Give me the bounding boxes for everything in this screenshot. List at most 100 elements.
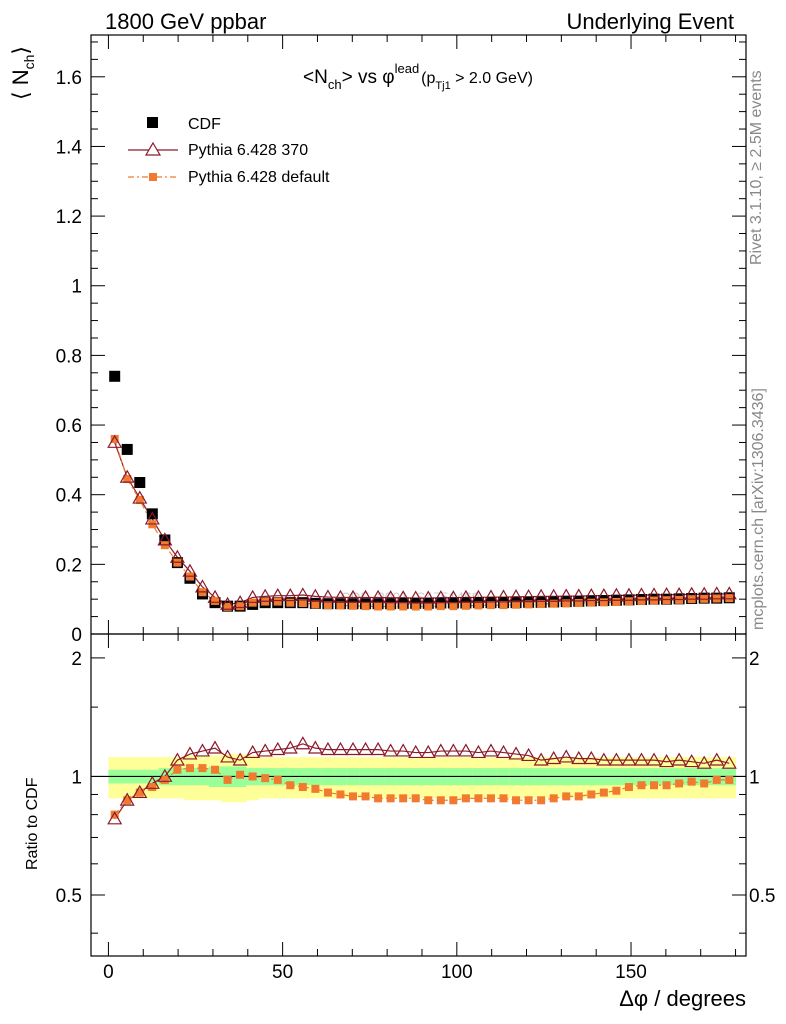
main-panel: 0 0.2 0.4 0.6 0.8 1 1.2 1.4 1.6 — [56, 34, 747, 956]
point-pythia-370 — [282, 587, 298, 602]
point-pythia-default — [424, 602, 433, 611]
ratio-point-pythia-default — [574, 792, 583, 801]
ratio-point-pythia-default — [286, 781, 295, 790]
ratio-point-pythia-default — [436, 796, 445, 805]
ratio-point-pythia-default — [411, 794, 420, 803]
ratio-point-pythia-default — [612, 786, 621, 795]
ratio-point-pythia-default — [461, 794, 470, 803]
ratio-point-pythia-370 — [194, 743, 211, 757]
point-cdf — [159, 534, 171, 546]
ratio-y-tick-label: 0.5 — [56, 886, 82, 907]
ratio-point-pythia-370 — [709, 752, 725, 766]
ratio-point-pythia-default — [637, 781, 646, 790]
point-pythia-370 — [345, 589, 361, 603]
ratio-point-pythia-default — [650, 781, 659, 790]
ratio-point-pythia-default — [599, 788, 608, 797]
point-pythia-370 — [709, 586, 725, 600]
ratio-point-pythia-default — [198, 764, 207, 773]
ratio-point-pythia-default — [135, 788, 144, 797]
ratio-point-pythia-370 — [546, 750, 562, 765]
ratio-point-pythia-370 — [245, 744, 261, 759]
ratio-point-pythia-370 — [207, 740, 223, 754]
plot-title: <Nch> vs φlead(pTj1 > 2.0 GeV) — [303, 61, 533, 92]
ratio-point-pythia-370 — [295, 736, 311, 750]
x-tick-label: 150 — [615, 962, 647, 983]
point-pythia-default — [135, 495, 144, 504]
legend-label-370: Pythia 6.428 370 — [188, 142, 308, 159]
ratio-point-pythia-370 — [596, 752, 612, 766]
ratio-point-pythia-default — [211, 765, 220, 774]
point-pythia-370 — [445, 590, 461, 604]
ratio-y-tick-label: 2 — [71, 649, 82, 670]
side-text-top: Rivet 3.1.10, ≥ 2.5M events — [748, 70, 765, 265]
point-pythia-370 — [571, 588, 587, 602]
ratio-point-pythia-default — [185, 764, 194, 773]
point-pythia-default — [512, 600, 521, 609]
point-pythia-370 — [696, 586, 712, 600]
ratio-point-pythia-default — [662, 781, 671, 790]
point-cdf — [134, 477, 146, 489]
point-cdf — [109, 370, 121, 382]
ratio-point-pythia-default — [474, 794, 483, 803]
ratio-point-pythia-default — [298, 783, 307, 792]
legend-marker-370 — [144, 141, 162, 156]
ratio-point-pythia-370 — [182, 746, 198, 760]
ratio-point-pythia-default — [361, 792, 370, 801]
y-tick-label: 1 — [71, 277, 82, 298]
point-cdf — [146, 508, 158, 520]
y-axis-label-ratio: Ratio to CDF — [24, 777, 41, 870]
point-pythia-370 — [320, 589, 336, 603]
legend-marker-default — [149, 173, 157, 181]
point-pythia-default — [524, 600, 533, 609]
ratio-point-pythia-370 — [608, 752, 624, 766]
point-pythia-370 — [332, 589, 348, 603]
y-tick-label: 1.2 — [56, 207, 82, 228]
ratio-point-pythia-370 — [408, 744, 424, 759]
ratio-point-pythia-370 — [495, 744, 512, 759]
ratio-point-pythia-default — [323, 788, 332, 797]
point-pythia-default — [323, 601, 332, 610]
ratio-point-pythia-default — [248, 772, 257, 781]
ratio-point-pythia-default — [386, 794, 395, 803]
point-pythia-370 — [107, 434, 123, 448]
point-pythia-default — [599, 598, 608, 607]
point-pythia-370 — [659, 586, 675, 601]
ratio-y-tick-label-right: 0.5 — [749, 886, 775, 907]
y-tick-label: 0 — [71, 625, 82, 646]
line-pythia-370 — [114, 442, 730, 606]
ratio-y-tick-label-right: 1 — [749, 767, 760, 788]
ratio-y-tick-label: 1 — [71, 767, 82, 788]
ratio-point-pythia-370 — [370, 741, 386, 756]
point-pythia-370 — [207, 589, 223, 603]
ratio-point-pythia-370 — [119, 792, 135, 806]
point-pythia-default — [273, 597, 282, 606]
ratio-point-pythia-370 — [320, 741, 336, 756]
point-pythia-default — [336, 601, 345, 610]
ratio-point-pythia-370 — [107, 811, 123, 825]
ratio-frame — [90, 633, 747, 957]
y-tick-label: 0.6 — [56, 416, 82, 437]
point-pythia-default — [349, 601, 357, 610]
header-left: 1800 GeV ppbar — [105, 9, 266, 34]
ratio-point-pythia-370 — [257, 743, 273, 757]
point-pythia-370 — [558, 588, 574, 602]
point-pythia-370 — [169, 549, 185, 563]
point-pythia-default — [436, 602, 445, 611]
point-pythia-370 — [119, 469, 135, 483]
ratio-point-pythia-370 — [169, 752, 185, 766]
point-pythia-default — [411, 602, 420, 611]
ratio-point-pythia-default — [712, 775, 721, 784]
point-pythia-default — [587, 598, 596, 607]
x-tick-label: 50 — [272, 962, 293, 983]
ratio-point-pythia-370 — [144, 775, 160, 789]
y-axis-label-main: ⟨ Nch⟩ — [8, 46, 37, 100]
point-pythia-370 — [546, 588, 562, 602]
ratio-point-pythia-370 — [521, 747, 537, 762]
ratio-point-pythia-370 — [659, 754, 675, 768]
ratio-point-pythia-370 — [621, 752, 637, 766]
ratio-point-pythia-370 — [358, 741, 374, 756]
point-pythia-370 — [458, 589, 474, 603]
ratio-point-pythia-default — [236, 770, 245, 779]
ratio-point-pythia-370 — [671, 752, 687, 766]
ratio-point-pythia-default — [587, 790, 596, 799]
